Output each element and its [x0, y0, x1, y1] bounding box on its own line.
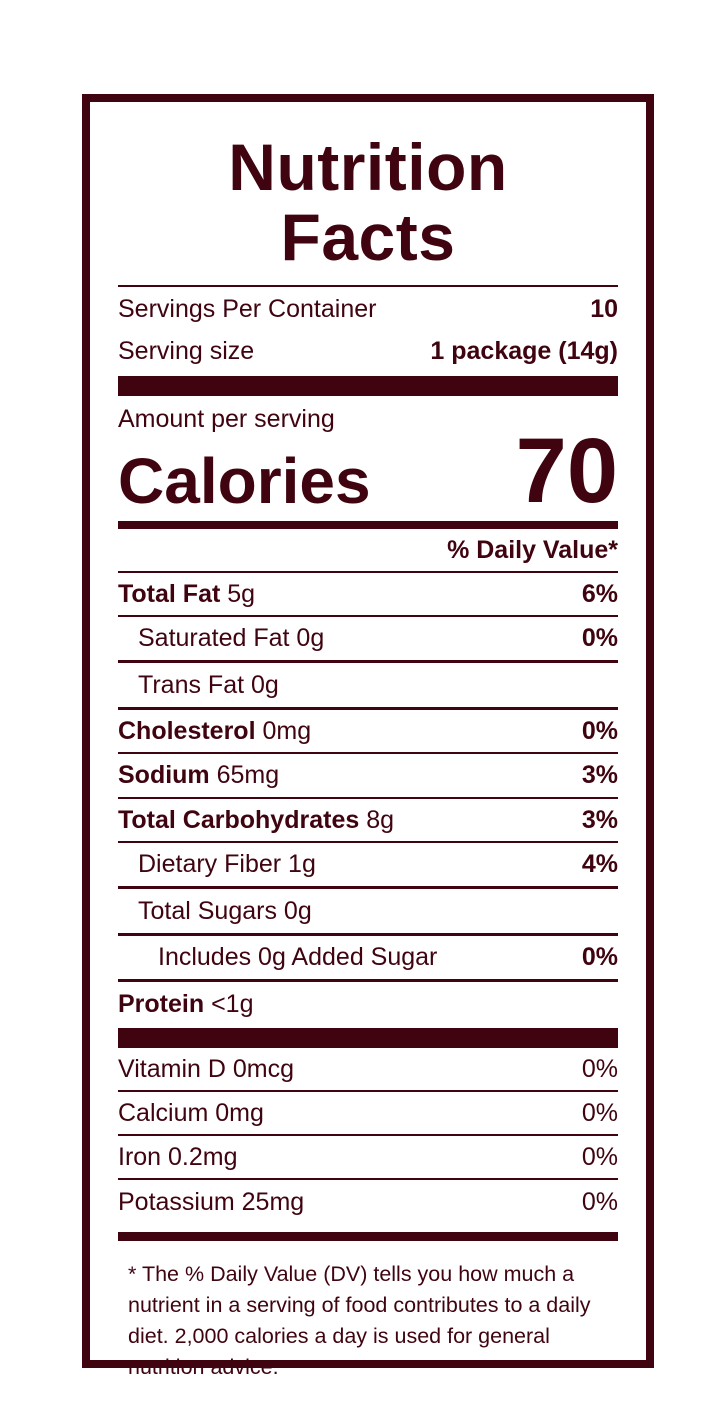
nutrient-name: Cholesterol	[118, 716, 256, 745]
nutrient-name: Includes 0g Added Sugar	[158, 943, 438, 971]
nutrient-row-sodium: Sodium 65mg 3%	[118, 754, 618, 797]
divider	[118, 841, 618, 843]
title-line-2: Facts	[280, 200, 456, 274]
label-content: Nutrition Facts Servings Per Container 1…	[118, 102, 618, 1383]
serving-size-row: Serving size 1 package (14g)	[118, 331, 618, 371]
nutrient-amount: 65mg	[209, 761, 280, 789]
nutrient-row-saturated-fat: Saturated Fat 0g 0%	[118, 617, 618, 660]
vitamin-name: Vitamin D 0mcg	[118, 1054, 294, 1083]
nutrient-name: Total Fat	[118, 579, 221, 608]
divider	[118, 797, 618, 799]
medium-divider	[118, 1232, 618, 1241]
vitamin-name: Calcium 0mg	[118, 1098, 264, 1127]
vitamin-dv: 0%	[581, 1098, 618, 1127]
vitamin-row: Iron 0.2mg 0%	[118, 1136, 618, 1178]
servings-label: Servings Per Container	[118, 294, 377, 323]
thick-divider	[118, 1028, 618, 1048]
divider	[118, 707, 618, 710]
nutrient-dv: 0%	[581, 716, 618, 745]
nutrient-dv: 0%	[581, 624, 618, 652]
divider	[118, 1178, 618, 1180]
divider	[118, 285, 618, 287]
nutrient-amount: <1g	[204, 989, 254, 1018]
title-line-1: Nutrition	[228, 130, 508, 204]
nutrient-row-cholesterol: Cholesterol 0mg 0%	[118, 710, 618, 752]
nutrient-row-sugars: Total Sugars 0g	[118, 889, 618, 933]
nutrient-row-carbohydrates: Total Carbohydrates 8g 3%	[118, 799, 618, 841]
nutrient-name: Trans Fat 0g	[138, 670, 279, 699]
vitamin-name: Iron 0.2mg	[118, 1142, 238, 1171]
nutrient-name: Sodium	[118, 761, 210, 789]
nutrient-dv: 6%	[581, 579, 618, 608]
label-title: Nutrition Facts	[118, 132, 618, 272]
nutrient-row-trans-fat: Trans Fat 0g	[118, 663, 618, 707]
vitamin-dv: 0%	[581, 1187, 618, 1216]
vitamin-row: Potassium 25mg 0%	[118, 1180, 618, 1224]
nutrient-amount: 5g	[220, 579, 256, 608]
nutrient-row-protein: Protein <1g	[118, 982, 618, 1026]
vitamin-row: Calcium 0mg 0%	[118, 1092, 618, 1134]
nutrient-name: Dietary Fiber 1g	[138, 850, 316, 878]
nutrient-dv: 3%	[581, 805, 618, 834]
nutrient-dv: 0%	[581, 943, 618, 971]
nutrition-facts-label: Nutrition Facts Servings Per Container 1…	[82, 94, 654, 1379]
divider	[118, 615, 618, 617]
vitamin-name: Potassium 25mg	[118, 1187, 305, 1216]
nutrient-amount: 0mg	[255, 716, 312, 745]
calories-value: 70	[515, 420, 618, 522]
vitamin-dv: 0%	[581, 1054, 618, 1083]
daily-value-header: % Daily Value*	[118, 529, 618, 571]
divider	[118, 752, 618, 754]
servings-row: Servings Per Container 10	[118, 287, 618, 331]
divider	[118, 886, 618, 889]
nutrient-amount: 8g	[359, 805, 395, 834]
divider	[118, 571, 618, 573]
nutrient-name: Protein	[118, 989, 205, 1018]
calories-row: Calories 70	[118, 425, 618, 517]
divider	[118, 979, 618, 982]
divider	[118, 660, 618, 663]
nutrient-name: Total Carbohydrates	[118, 805, 360, 834]
serving-size-label: Serving size	[118, 336, 255, 365]
calories-label: Calories	[118, 445, 371, 517]
nutrient-row-fiber: Dietary Fiber 1g 4%	[118, 843, 618, 886]
vitamin-row: Vitamin D 0mcg 0%	[118, 1048, 618, 1090]
amount-per-serving: Amount per serving	[118, 405, 335, 433]
vitamin-dv: 0%	[581, 1142, 618, 1171]
thick-divider	[118, 376, 618, 396]
nutrient-row-added-sugar: Includes 0g Added Sugar 0%	[118, 936, 618, 979]
nutrient-name: Total Sugars 0g	[138, 896, 312, 925]
dv-header: % Daily Value*	[447, 535, 618, 564]
nutrient-dv: 4%	[581, 850, 618, 878]
nutrient-row-total-fat: Total Fat 5g 6%	[118, 573, 618, 615]
serving-size-value: 1 package (14g)	[430, 336, 618, 365]
footnote: * The % Daily Value (DV) tells you how m…	[128, 1262, 591, 1379]
divider	[118, 1090, 618, 1092]
servings-value: 10	[590, 294, 618, 323]
medium-divider	[118, 521, 618, 529]
nutrient-name: Saturated Fat 0g	[138, 624, 325, 652]
nutrient-dv: 3%	[581, 761, 618, 789]
divider	[118, 933, 618, 936]
divider	[118, 1134, 618, 1136]
